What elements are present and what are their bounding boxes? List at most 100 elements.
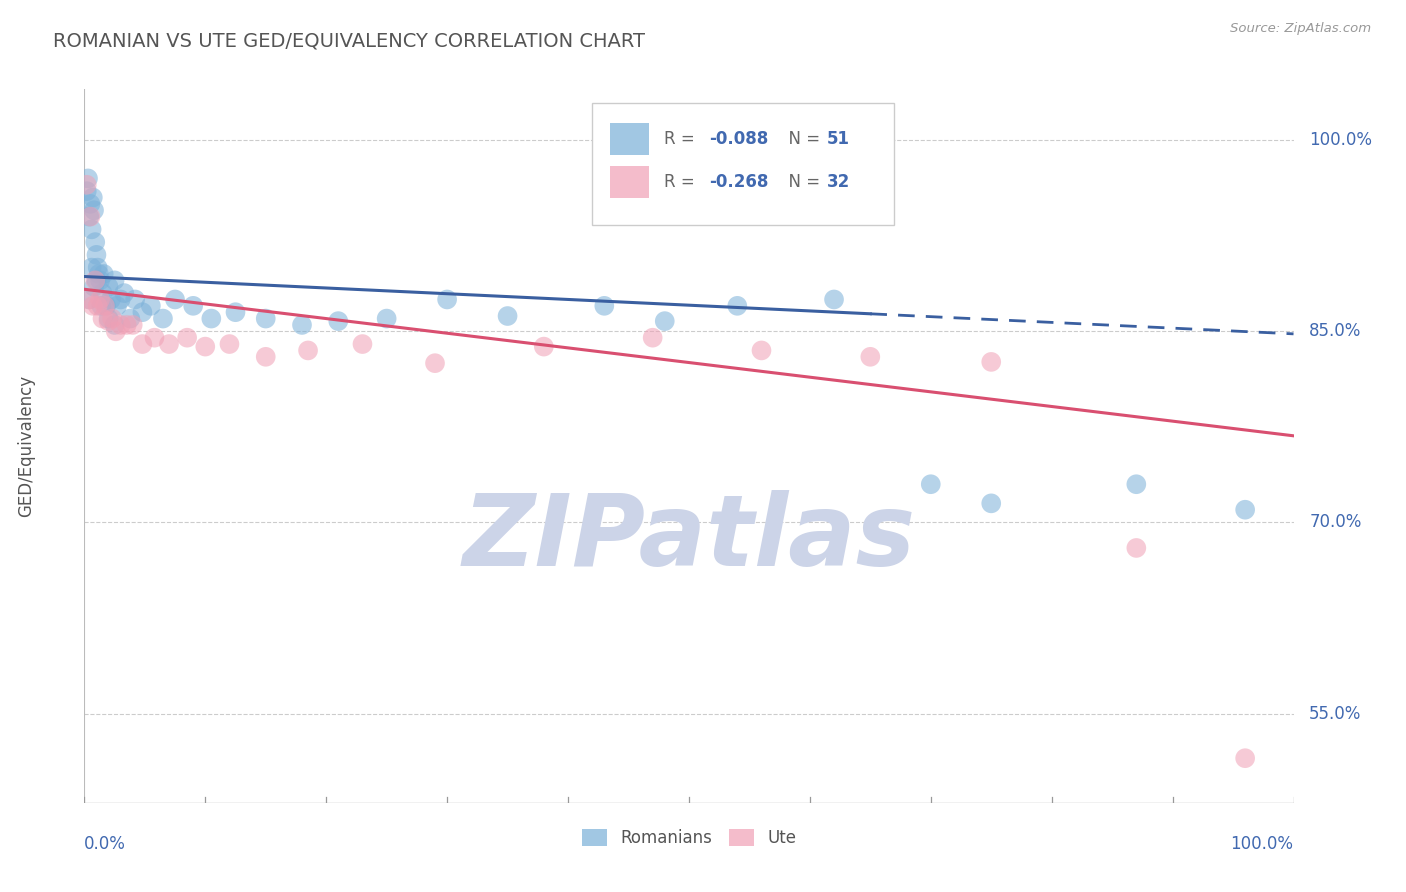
- Text: 100.0%: 100.0%: [1309, 131, 1372, 149]
- Point: [1234, 502, 1257, 516]
- Point: [83, 203, 105, 218]
- Point: [104, 273, 127, 287]
- Point: [496, 309, 519, 323]
- Point: [131, 337, 153, 351]
- Point: [110, 293, 132, 307]
- Point: [87, 267, 110, 281]
- Point: [328, 314, 350, 328]
- Point: [86, 248, 108, 262]
- Point: [105, 299, 128, 313]
- Point: [225, 305, 247, 319]
- Text: ZIPatlas: ZIPatlas: [463, 491, 915, 587]
- Point: [139, 299, 162, 313]
- Text: 0.0%: 0.0%: [84, 835, 127, 853]
- Point: [79, 197, 101, 211]
- Point: [77, 210, 100, 224]
- Text: ROMANIAN VS UTE GED/EQUIVALENCY CORRELATION CHART: ROMANIAN VS UTE GED/EQUIVALENCY CORRELAT…: [53, 31, 645, 50]
- Point: [1234, 751, 1257, 765]
- Point: [104, 324, 127, 338]
- Point: [157, 337, 180, 351]
- Point: [89, 293, 111, 307]
- Point: [83, 279, 105, 293]
- Point: [100, 293, 122, 307]
- Text: N =: N =: [779, 173, 825, 191]
- Point: [1125, 477, 1147, 491]
- Point: [86, 260, 108, 275]
- Point: [91, 311, 114, 326]
- Text: N =: N =: [779, 130, 825, 148]
- Text: -0.088: -0.088: [710, 130, 769, 148]
- Point: [86, 299, 108, 313]
- Point: [101, 311, 124, 326]
- Point: [94, 299, 117, 313]
- Text: Source: ZipAtlas.com: Source: ZipAtlas.com: [1230, 22, 1371, 36]
- Point: [80, 222, 103, 236]
- Point: [291, 318, 314, 332]
- Point: [200, 311, 222, 326]
- Point: [110, 318, 132, 332]
- Point: [654, 314, 676, 328]
- Point: [176, 331, 198, 345]
- Point: [84, 235, 107, 249]
- Point: [641, 331, 664, 345]
- Point: [593, 299, 616, 313]
- Point: [120, 311, 142, 326]
- Text: 100.0%: 100.0%: [1230, 835, 1294, 853]
- Point: [823, 293, 845, 307]
- Point: [77, 293, 100, 307]
- Point: [436, 293, 458, 307]
- Point: [76, 178, 98, 192]
- Text: -0.268: -0.268: [710, 173, 769, 191]
- Point: [980, 355, 1002, 369]
- Point: [254, 311, 277, 326]
- Point: [124, 293, 146, 307]
- Point: [143, 331, 166, 345]
- Point: [82, 190, 104, 204]
- FancyBboxPatch shape: [592, 103, 894, 225]
- Point: [97, 279, 120, 293]
- Point: [82, 299, 104, 313]
- Point: [77, 171, 100, 186]
- Point: [112, 286, 135, 301]
- Point: [80, 260, 103, 275]
- Point: [218, 337, 240, 351]
- Text: GED/Equivalency: GED/Equivalency: [17, 375, 35, 517]
- Point: [121, 318, 143, 332]
- Point: [165, 293, 187, 307]
- Point: [254, 350, 277, 364]
- Point: [115, 318, 138, 332]
- Point: [725, 299, 748, 313]
- Point: [97, 311, 120, 326]
- Point: [920, 477, 942, 491]
- Point: [76, 184, 98, 198]
- Point: [980, 496, 1002, 510]
- Point: [90, 299, 112, 313]
- Point: [131, 305, 153, 319]
- Point: [533, 340, 555, 354]
- Text: 85.0%: 85.0%: [1309, 322, 1361, 341]
- Point: [194, 340, 217, 354]
- Point: [104, 318, 127, 332]
- Text: 51: 51: [827, 130, 849, 148]
- Point: [751, 343, 773, 358]
- Text: 32: 32: [827, 173, 851, 191]
- Point: [89, 273, 111, 287]
- Point: [84, 273, 107, 287]
- Point: [297, 343, 319, 358]
- FancyBboxPatch shape: [610, 166, 650, 198]
- Point: [97, 314, 120, 328]
- Point: [152, 311, 174, 326]
- Legend: Romanians, Ute: Romanians, Ute: [574, 821, 804, 855]
- Point: [79, 210, 101, 224]
- Point: [181, 299, 204, 313]
- Point: [91, 286, 114, 301]
- Text: R =: R =: [664, 173, 700, 191]
- Point: [859, 350, 882, 364]
- Point: [352, 337, 374, 351]
- Text: 70.0%: 70.0%: [1309, 514, 1361, 532]
- Text: R =: R =: [664, 130, 700, 148]
- Text: 55.0%: 55.0%: [1309, 705, 1361, 723]
- Point: [93, 267, 115, 281]
- Point: [1125, 541, 1147, 555]
- Point: [77, 293, 100, 307]
